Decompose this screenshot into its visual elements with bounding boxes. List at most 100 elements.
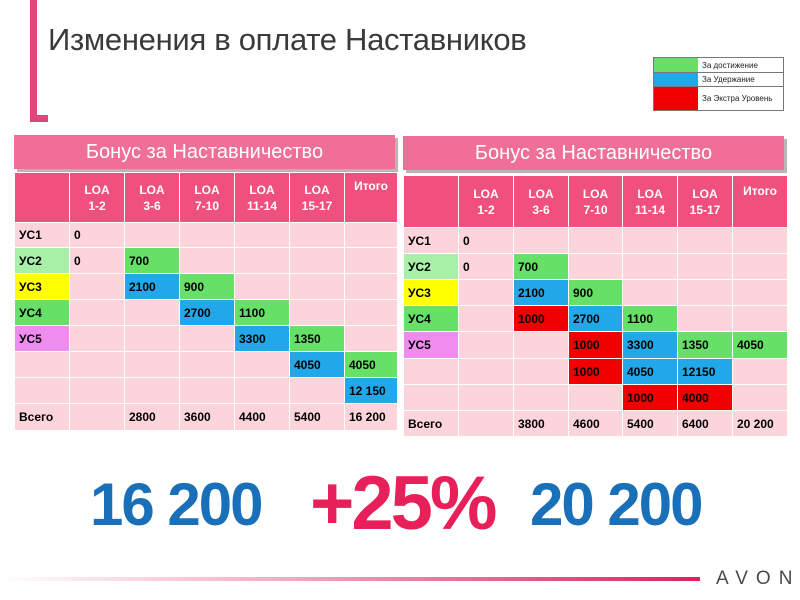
table-row: 1000 4050 12150 (403, 358, 788, 385)
table-cell (179, 222, 235, 248)
table-cell: 1100 (234, 299, 290, 326)
row-label (403, 384, 459, 411)
legend-label-extra-level: За Экстра Уровень (702, 94, 773, 103)
table-cell (124, 325, 180, 352)
table-row: 1000 4000 (403, 384, 788, 411)
table-cell (69, 403, 125, 431)
table-cell (732, 384, 788, 411)
table-cell (513, 227, 569, 254)
table-row: 4050 4050 (14, 351, 398, 378)
table-cell (69, 351, 125, 378)
table-cell (732, 227, 788, 254)
table-cell (344, 325, 398, 352)
table-cell (458, 331, 514, 359)
table-cell (677, 253, 733, 280)
table-cell (568, 384, 623, 411)
table-cell: 6400 (677, 410, 733, 437)
table-cell (458, 410, 514, 437)
table-cell (69, 273, 125, 300)
table-cell: 1000 (513, 305, 569, 332)
table-cell: 4050 (344, 351, 398, 378)
table-cell (568, 253, 623, 280)
table-cell (513, 358, 569, 385)
legend-label-achievement: За достижение (702, 60, 758, 70)
table-row: УС2 0 700 (14, 247, 398, 274)
table-cell: 4400 (234, 403, 290, 431)
table-cell: 2700 (568, 305, 623, 332)
row-label (14, 377, 70, 404)
table-cell (677, 305, 733, 332)
table-cell (732, 279, 788, 306)
table-row: 12 150 (14, 377, 398, 404)
row-label: УС2 (403, 253, 459, 280)
table-cell (732, 253, 788, 280)
header-cell: LOA 1-2 (69, 172, 125, 223)
table-cell: 0 (69, 222, 125, 248)
header-cell: LOA 11-14 (234, 172, 290, 223)
table-cell (289, 299, 345, 326)
table-cell (677, 279, 733, 306)
table-cell: 1350 (289, 325, 345, 352)
table-cell: 0 (458, 253, 514, 280)
table-cell (234, 273, 290, 300)
row-label: УС3 (14, 273, 70, 300)
table-cell (568, 227, 623, 254)
table-cell (69, 325, 125, 352)
page-title: Изменения в оплате Наставников (48, 22, 527, 57)
table-cell: 2700 (179, 299, 235, 326)
table-cell: 2800 (124, 403, 180, 431)
table-row: УС2 0 700 (403, 253, 788, 280)
header-cell: Итого (732, 175, 788, 228)
table-cell: 3300 (234, 325, 290, 352)
table-cell (622, 253, 678, 280)
row-label: УС3 (403, 279, 459, 306)
legend-swatch-blue (654, 73, 698, 86)
table-cell: 700 (513, 253, 569, 280)
table-cell: 900 (179, 273, 235, 300)
table-cell: 4050 (732, 331, 788, 359)
table-row: УС3 2100 900 (403, 279, 788, 306)
table-cell: 2100 (124, 273, 180, 300)
table-cell: 0 (458, 227, 514, 254)
table-cell: 1000 (622, 384, 678, 411)
header-cell: LOA 1-2 (458, 175, 514, 228)
left-table-banner: Бонус за Наставничество (14, 135, 395, 169)
table-cell (179, 325, 235, 352)
table-row: УС1 0 (14, 222, 398, 248)
header-cell: LOA 7-10 (568, 175, 623, 228)
table-cell: 1000 (568, 358, 623, 385)
table-row: УС4 1000 2700 1100 (403, 305, 788, 332)
legend-label-retention: За Удержание (702, 75, 755, 84)
table-cell: 1000 (568, 331, 623, 359)
total-after-value: 20 200 (530, 471, 704, 538)
row-label: УС2 (14, 247, 70, 274)
row-label: Всего (403, 410, 459, 437)
table-cell (732, 305, 788, 332)
row-label: УС5 (14, 325, 70, 352)
row-label: УС4 (403, 305, 459, 332)
table-cell (179, 247, 235, 274)
table-cell (458, 384, 514, 411)
table-header-row: LOA 1-2 LOA 3-6 LOA 7-10 LOA 11-14 LOA 1… (14, 172, 398, 223)
table-cell (124, 377, 180, 404)
legend-item-extra-level: За Экстра Уровень (654, 87, 783, 110)
table-cell: 4600 (568, 410, 623, 437)
row-label (403, 358, 459, 385)
total-before-value: 16 200 (90, 471, 264, 538)
header-cell: LOA 11-14 (622, 175, 678, 228)
legend-swatch-green (654, 58, 698, 72)
table-cell (344, 299, 398, 326)
table-cell: 0 (69, 247, 125, 274)
table-cell (124, 351, 180, 378)
table-cell (458, 305, 514, 332)
header-cell (403, 175, 459, 228)
table-row: УС4 2700 1100 (14, 299, 398, 326)
table-row: УС5 1000 3300 1350 4050 (403, 331, 788, 359)
title-bracket-horizontal (30, 115, 48, 122)
table-cell: 3300 (622, 331, 678, 359)
table-cell (124, 222, 180, 248)
table-cell (458, 358, 514, 385)
table-cell: 2100 (513, 279, 569, 306)
table-row: УС5 3300 1350 (14, 325, 398, 352)
header-cell: LOA 15-17 (289, 172, 345, 223)
